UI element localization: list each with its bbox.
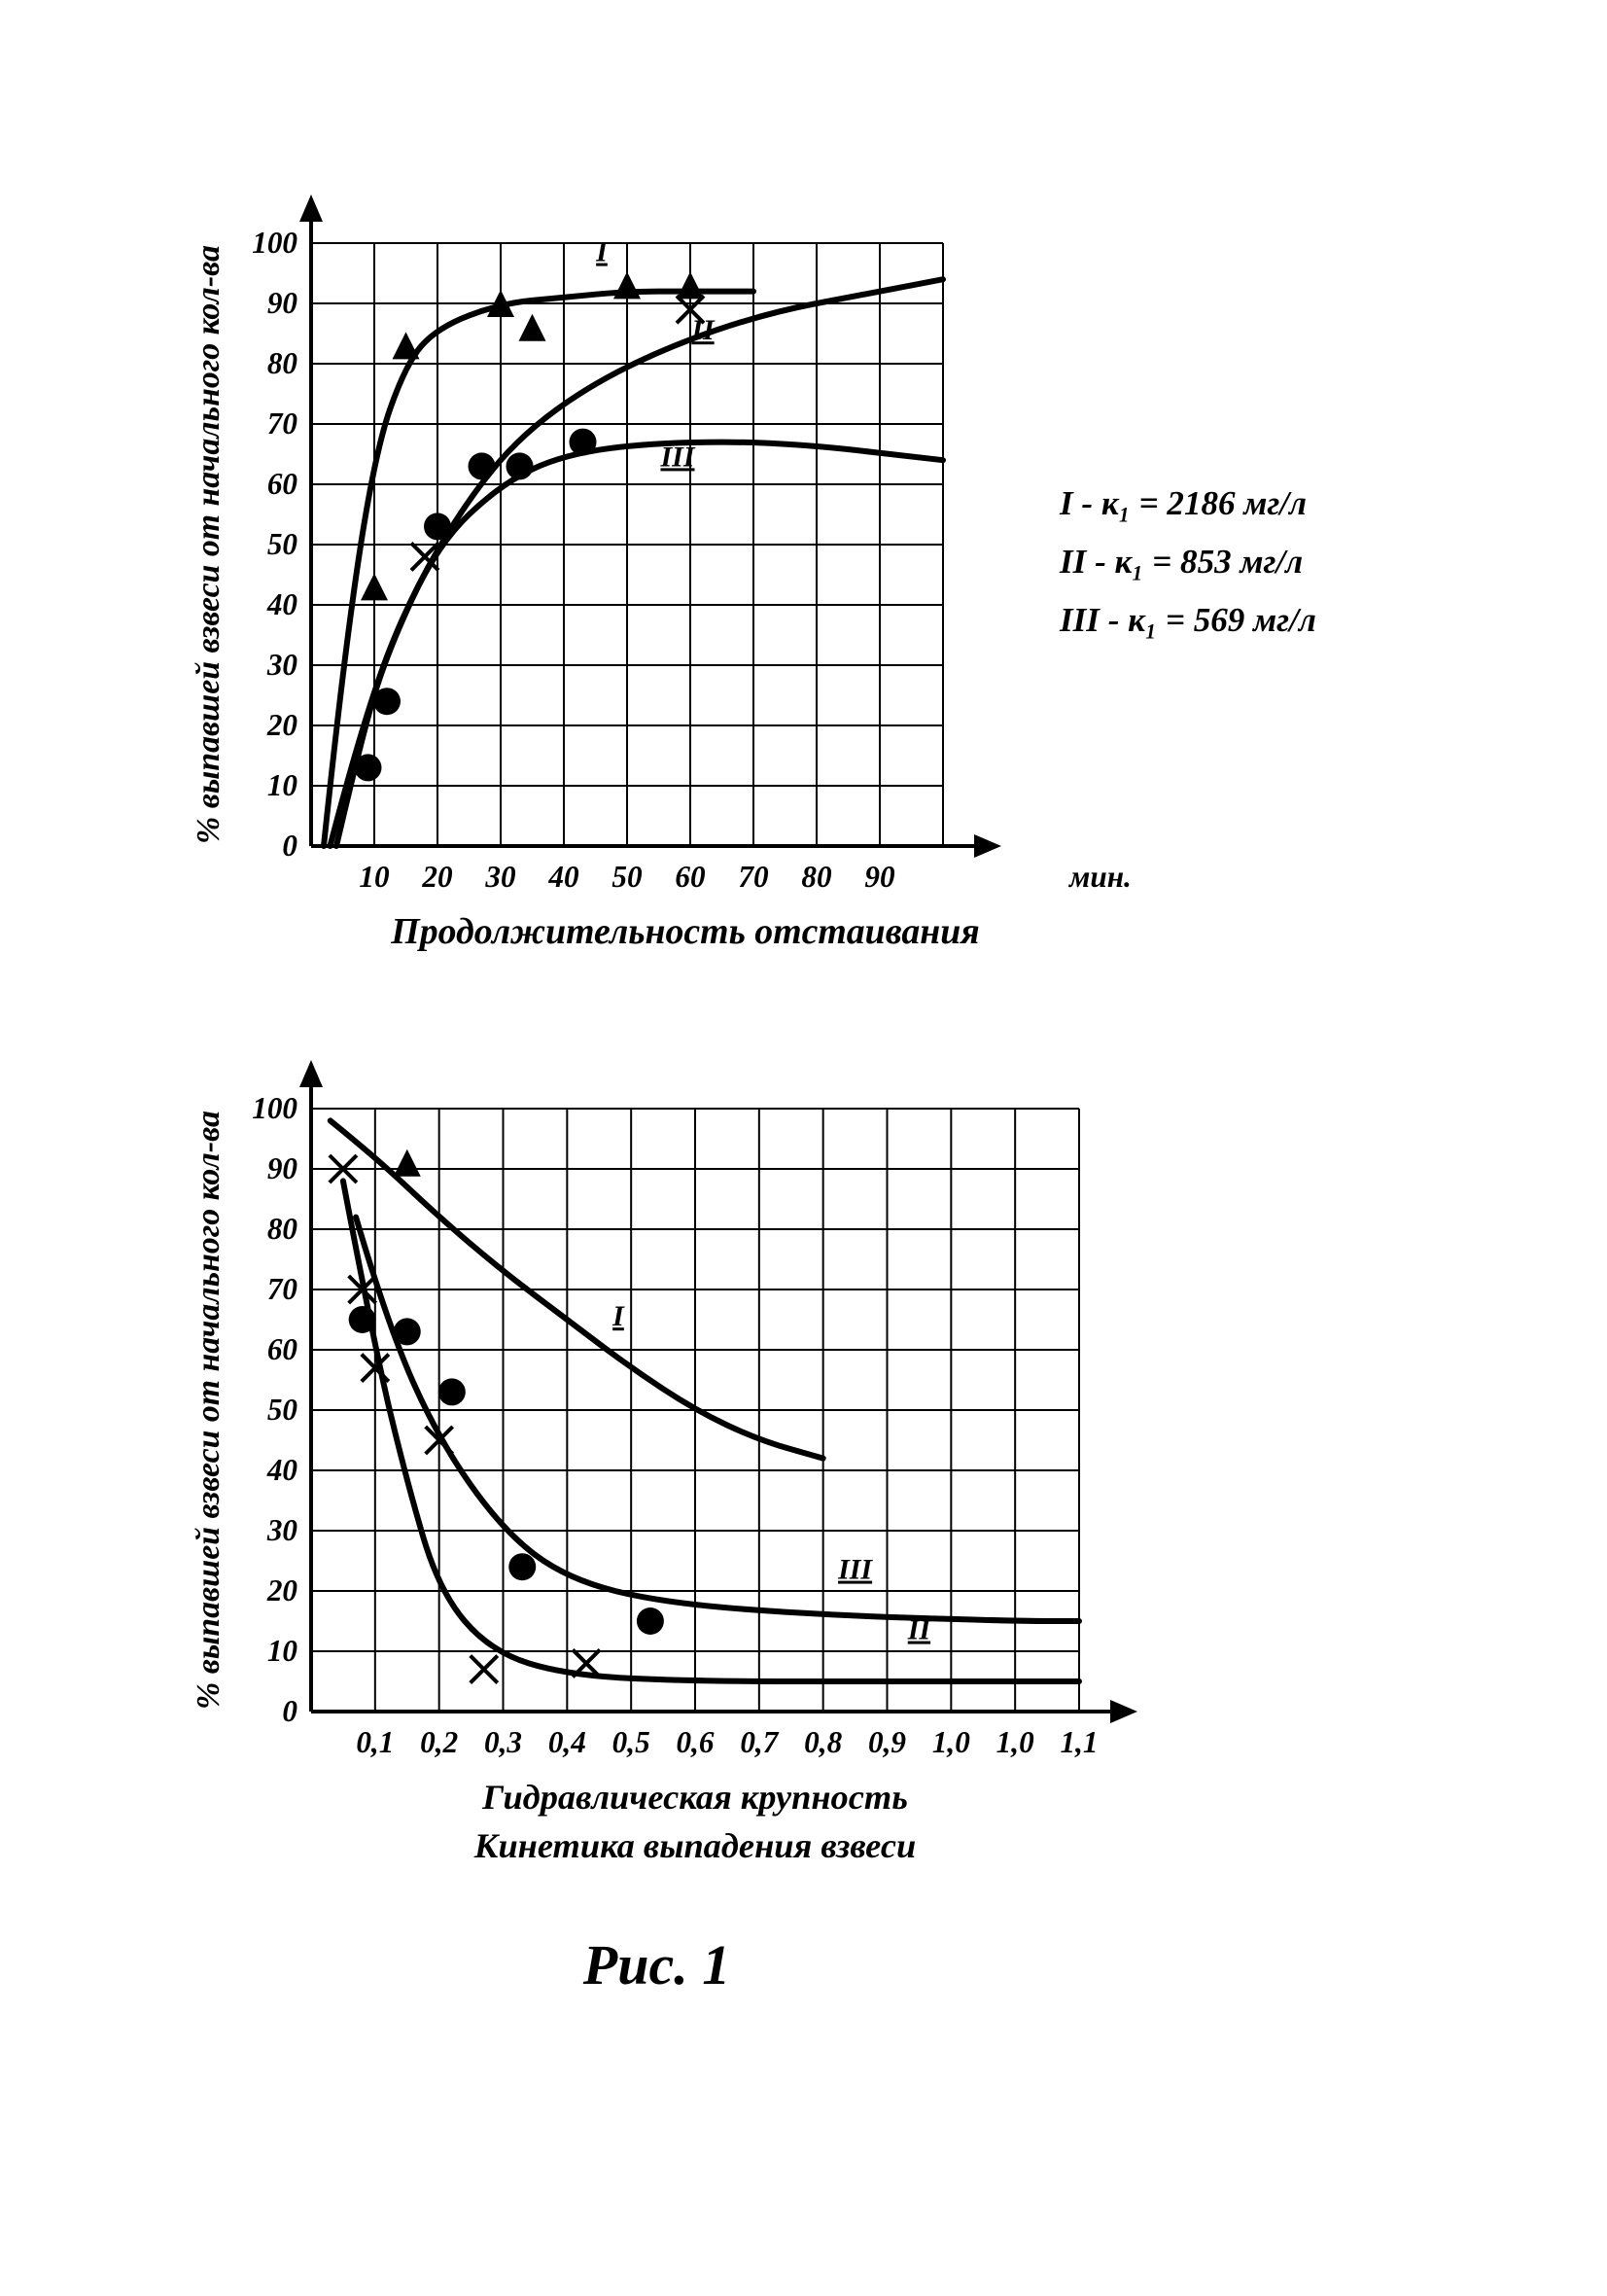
svg-text:II: II (690, 314, 716, 346)
svg-text:III - к₁ = 569 мг/л: III - к₁ = 569 мг/л (1059, 601, 1316, 639)
svg-text:0,4: 0,4 (548, 1725, 586, 1759)
svg-text:0,8: 0,8 (804, 1725, 842, 1759)
svg-text:100: 100 (252, 226, 297, 260)
svg-text:80: 80 (801, 860, 832, 894)
svg-text:50: 50 (267, 527, 298, 561)
svg-text:20: 20 (266, 1573, 298, 1607)
svg-text:90: 90 (864, 860, 895, 894)
svg-text:50: 50 (611, 860, 643, 894)
page-root: IIIIII0102030405060708090100102030405060… (0, 0, 1607, 2296)
svg-text:90: 90 (267, 286, 298, 320)
svg-text:40: 40 (266, 587, 298, 621)
svg-text:мин.: мин. (1067, 860, 1132, 894)
svg-text:10: 10 (267, 1634, 298, 1668)
svg-text:II - к₁ = 853 мг/л: II - к₁ = 853 мг/л (1059, 543, 1303, 581)
svg-text:1,0: 1,0 (996, 1725, 1034, 1759)
svg-text:Рис. 1: Рис. 1 (582, 1933, 730, 1996)
svg-text:30: 30 (266, 1513, 298, 1547)
svg-text:1,1: 1,1 (1061, 1725, 1099, 1759)
svg-text:0,5: 0,5 (612, 1725, 650, 1759)
svg-text:80: 80 (267, 1212, 298, 1246)
figure-svg: IIIIII0102030405060708090100102030405060… (0, 0, 1607, 2296)
svg-text:70: 70 (738, 860, 769, 894)
svg-text:III: III (659, 441, 695, 473)
svg-text:0,1: 0,1 (356, 1725, 394, 1759)
svg-text:80: 80 (267, 346, 298, 380)
svg-text:30: 30 (484, 860, 516, 894)
svg-text:20: 20 (266, 708, 298, 742)
svg-text:0,3: 0,3 (484, 1725, 522, 1759)
svg-text:0: 0 (282, 1694, 297, 1728)
svg-text:60: 60 (675, 860, 706, 894)
svg-text:40: 40 (547, 860, 579, 894)
svg-text:I - к₁ = 2186 мг/л: I - к₁ = 2186 мг/л (1059, 484, 1307, 522)
svg-text:0,7: 0,7 (740, 1725, 779, 1759)
svg-text:40: 40 (266, 1453, 298, 1487)
svg-text:Кинетика выпадения взвеси: Кинетика выпадения взвеси (473, 1826, 916, 1865)
svg-text:20: 20 (421, 860, 453, 894)
svg-text:1,0: 1,0 (932, 1725, 970, 1759)
svg-text:70: 70 (267, 1272, 298, 1306)
svg-text:0,6: 0,6 (677, 1725, 715, 1759)
svg-text:90: 90 (267, 1151, 298, 1185)
svg-text:I: I (611, 1300, 625, 1332)
svg-text:50: 50 (267, 1393, 298, 1427)
svg-text:III: III (837, 1554, 873, 1586)
svg-text:I: I (595, 236, 609, 268)
svg-text:% выпавшей взвеси от начальног: % выпавшей взвеси от начального кол-ва (191, 245, 227, 844)
svg-text:100: 100 (252, 1091, 297, 1125)
svg-text:0,9: 0,9 (868, 1725, 906, 1759)
svg-text:Продолжительность отстаивания: Продолжительность отстаивания (390, 911, 979, 952)
svg-text:% выпавшей взвеси от начальног: % выпавшей взвеси от начального кол-ва (191, 1111, 227, 1710)
svg-text:0,2: 0,2 (420, 1725, 458, 1759)
svg-text:10: 10 (359, 860, 390, 894)
svg-text:Гидравлическая крупность: Гидравлическая крупность (481, 1778, 908, 1817)
svg-text:70: 70 (267, 406, 298, 441)
svg-text:30: 30 (266, 648, 298, 682)
svg-text:10: 10 (267, 768, 298, 802)
svg-text:60: 60 (267, 467, 298, 501)
svg-text:0: 0 (282, 829, 297, 863)
svg-text:60: 60 (267, 1332, 298, 1366)
